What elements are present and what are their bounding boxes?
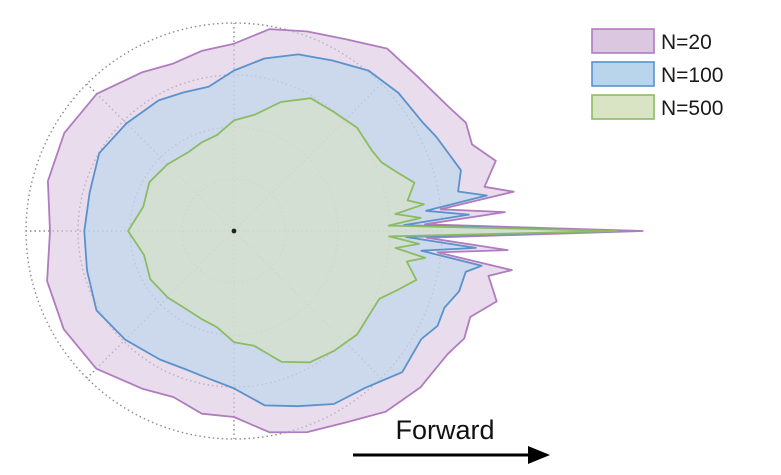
series-area-n500 (127, 97, 618, 364)
series-layer (46, 28, 644, 434)
legend-swatch-n500 (591, 94, 655, 120)
legend-label-n500: N=500 (661, 97, 723, 120)
legend-swatch-n20 (591, 28, 655, 54)
forward-label: Forward (395, 415, 494, 445)
legend: N=20 N=100 N=500 (591, 28, 723, 120)
forward-arrow-head (528, 446, 550, 464)
forward-annotation: Forward (353, 415, 550, 464)
center-layer (231, 228, 237, 234)
legend-swatch-n100 (591, 61, 655, 87)
center-dot (231, 228, 237, 234)
legend-label-n100: N=100 (661, 64, 723, 87)
legend-label-n20: N=20 (661, 31, 712, 54)
